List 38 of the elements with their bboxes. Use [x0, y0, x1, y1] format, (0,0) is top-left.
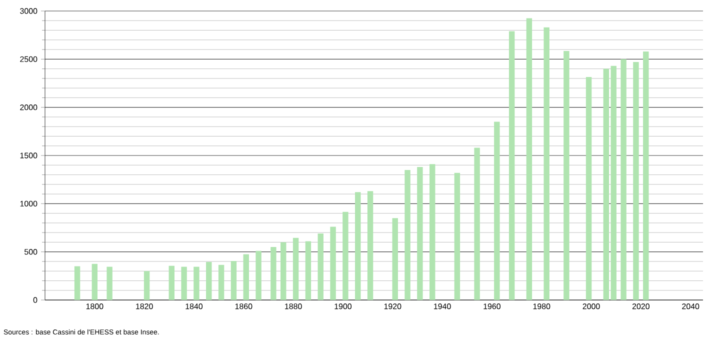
bar [92, 264, 98, 300]
bar [330, 226, 336, 300]
bar [318, 234, 324, 300]
bar [292, 238, 299, 300]
bar [564, 50, 570, 300]
bar [544, 27, 550, 300]
bar [474, 148, 480, 300]
bar [404, 170, 410, 300]
bar [168, 266, 174, 300]
bar [355, 192, 361, 300]
bar [494, 122, 500, 300]
bar [218, 264, 224, 300]
bar [417, 167, 423, 300]
bar [603, 68, 610, 300]
bar [392, 218, 398, 300]
bar [610, 66, 616, 300]
bar [633, 62, 639, 300]
bar [454, 172, 460, 300]
bar [620, 59, 626, 300]
bar [508, 31, 515, 300]
bar [270, 247, 276, 300]
bar [305, 241, 312, 300]
bar [526, 18, 532, 300]
bar [206, 262, 212, 300]
bar [586, 76, 592, 300]
bar [280, 242, 286, 300]
bar [106, 266, 112, 300]
bar [430, 164, 436, 300]
bar [342, 212, 348, 300]
bar [230, 260, 237, 300]
bar [243, 254, 249, 300]
bar [367, 191, 374, 300]
bar [144, 271, 150, 300]
bar [194, 266, 200, 300]
bar [643, 51, 649, 300]
bar [256, 250, 262, 300]
bar [181, 266, 187, 300]
bar [74, 266, 80, 300]
